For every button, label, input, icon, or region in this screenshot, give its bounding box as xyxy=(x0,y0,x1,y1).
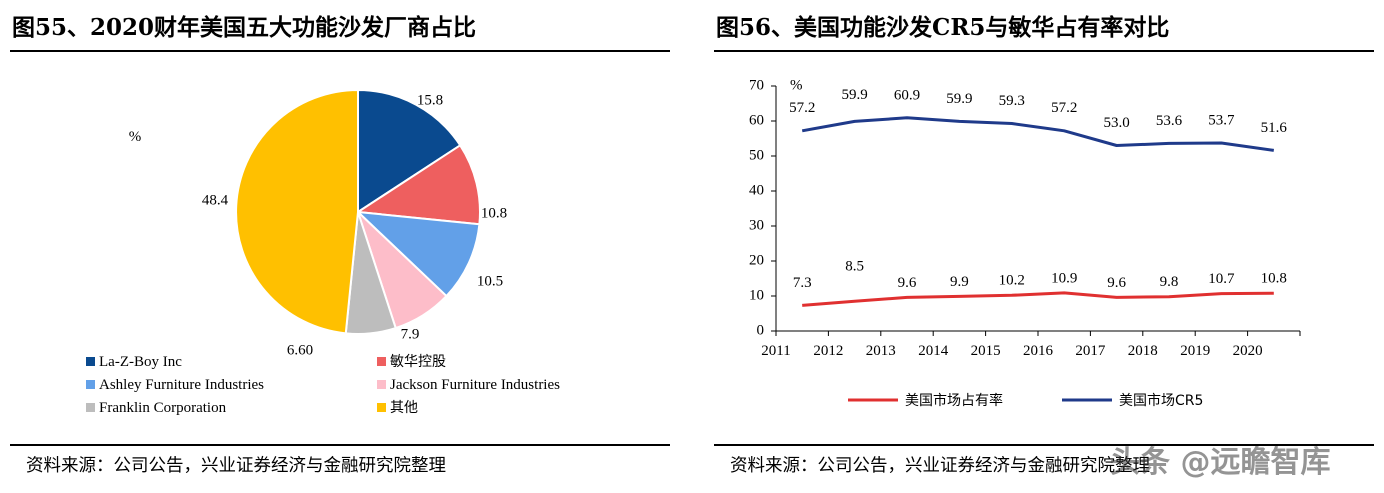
legend-label: La-Z-Boy Inc xyxy=(99,354,182,370)
top-divider xyxy=(714,50,1374,52)
line-panel: 图56、美国功能沙发CR5与敏华占有率对比 0 10 20 30 40 50 60 70% 20… xyxy=(704,0,1384,493)
x-tick-label: 2017 xyxy=(1075,343,1106,359)
series-line xyxy=(801,116,1275,152)
legend-item: La-Z-Boy Inc xyxy=(86,354,182,370)
line-data-label: 60.9 xyxy=(894,87,920,103)
series-line xyxy=(802,291,1274,307)
unit-label: % xyxy=(129,129,142,145)
legend-swatch xyxy=(86,380,95,389)
line-data-label: 9.8 xyxy=(1160,274,1179,290)
pie-slice xyxy=(357,88,462,214)
source-note: 资料来源：公司公告，兴业证券经济与金融研究院整理 xyxy=(730,456,1150,476)
pie-slice xyxy=(355,210,481,298)
line-data-label: 10.9 xyxy=(1051,270,1077,286)
legend-label: 美国市场CR5 xyxy=(1119,392,1203,409)
x-tick-label: 2012 xyxy=(813,343,843,359)
legend-label: Franklin Corporation xyxy=(99,400,227,416)
legend-item: 美国市场占有率 xyxy=(848,392,1003,409)
legend-item: Franklin Corporation xyxy=(86,400,227,416)
pie-data-label: 15.8 xyxy=(417,92,443,108)
legend-label: 敏华控股 xyxy=(390,354,446,370)
top-divider xyxy=(10,50,670,52)
y-tick-label: 60 xyxy=(749,112,764,128)
pie-slice xyxy=(355,143,481,226)
pie-data-label: 48.4 xyxy=(202,192,229,208)
pie-slice xyxy=(235,88,359,335)
line-data-label: 59.9 xyxy=(841,87,867,103)
pie-data-label: 6.60 xyxy=(287,342,313,358)
line-data-label: 53.0 xyxy=(1103,115,1129,131)
legend-label: Ashley Furniture Industries xyxy=(99,377,264,393)
legend-swatch xyxy=(377,380,386,389)
line-data-label: 51.6 xyxy=(1261,120,1288,136)
legend-swatch xyxy=(86,357,95,366)
line-data-label: 9.6 xyxy=(898,275,917,291)
line-data-label: 59.9 xyxy=(946,91,972,107)
line-chart-title: 图56、美国功能沙发CR5与敏华占有率对比 xyxy=(716,14,1170,41)
y-tick-label: 40 xyxy=(749,182,764,198)
x-tick-label: 2019 xyxy=(1180,343,1210,359)
x-tick-label: 2016 xyxy=(1023,343,1054,359)
x-tick-label: 2018 xyxy=(1128,343,1158,359)
y-tick-label: 10 xyxy=(749,287,764,303)
y-tick-label: 50 xyxy=(749,147,764,163)
legend-item: Ashley Furniture Industries xyxy=(86,377,264,393)
x-tick-label: 2020 xyxy=(1233,343,1263,359)
pie-data-label: 7.9 xyxy=(401,326,420,342)
line-data-label: 10.8 xyxy=(1261,271,1287,287)
legend-swatch xyxy=(86,403,95,412)
legend-item: 美国市场CR5 xyxy=(1062,392,1203,409)
bottom-divider xyxy=(10,444,670,446)
line-data-label: 10.7 xyxy=(1208,271,1235,287)
bottom-divider xyxy=(714,444,1374,446)
legend-label: Jackson Furniture Industries xyxy=(390,377,560,393)
x-tick-label: 2011 xyxy=(761,343,790,359)
y-tick-label: 30 xyxy=(749,217,764,233)
line-data-label: 7.3 xyxy=(793,275,812,291)
legend-label: 美国市场占有率 xyxy=(905,392,1003,409)
x-tick-label: 2015 xyxy=(971,343,1001,359)
line-data-label: 57.2 xyxy=(789,100,815,116)
pie-panel: 图55、2020财年美国五大功能沙发厂商占比 15.8 10.8 10.5 7.9 6.… xyxy=(0,0,684,493)
watermark: 头条 @远瞻智库 xyxy=(1110,445,1331,480)
y-axis-unit: % xyxy=(790,77,803,93)
y-tick-label: 20 xyxy=(749,252,764,268)
x-tick-label: 2014 xyxy=(918,343,949,359)
line-chart: 0 10 20 30 40 50 60 70 % 2011 2012 2013 2014 2015 2016… xyxy=(749,77,1301,409)
legend-label: 其他 xyxy=(390,400,418,416)
legend-swatch xyxy=(377,357,386,366)
legend-item: 其他 xyxy=(377,400,418,416)
pie-data-label: 10.5 xyxy=(477,273,503,289)
y-tick-label: 70 xyxy=(749,77,764,93)
legend-swatch xyxy=(377,403,386,412)
legend-item: 敏华控股 xyxy=(377,354,446,370)
pie-chart-title: 图55、2020财年美国五大功能沙发厂商占比 xyxy=(12,14,477,41)
line-data-label: 9.9 xyxy=(950,274,969,290)
line-data-label: 53.7 xyxy=(1208,112,1235,128)
source-note: 资料来源：公司公告，兴业证券经济与金融研究院整理 xyxy=(26,456,446,476)
line-data-label: 9.6 xyxy=(1107,275,1126,291)
y-tick-label: 0 xyxy=(757,322,765,338)
pie-data-label: 10.8 xyxy=(481,205,507,221)
legend-item: Jackson Furniture Industries xyxy=(377,377,560,393)
line-data-label: 10.2 xyxy=(999,273,1025,289)
line-data-label: 53.6 xyxy=(1156,113,1183,129)
x-tick-label: 2013 xyxy=(866,343,896,359)
line-data-label: 8.5 xyxy=(845,259,864,275)
line-data-label: 57.2 xyxy=(1051,100,1077,116)
line-data-label: 59.3 xyxy=(999,93,1025,109)
pie-chart: 15.8 10.8 10.5 7.9 6.60 48.4% La-Z-Boy Inc 敏华控股… xyxy=(86,88,560,416)
